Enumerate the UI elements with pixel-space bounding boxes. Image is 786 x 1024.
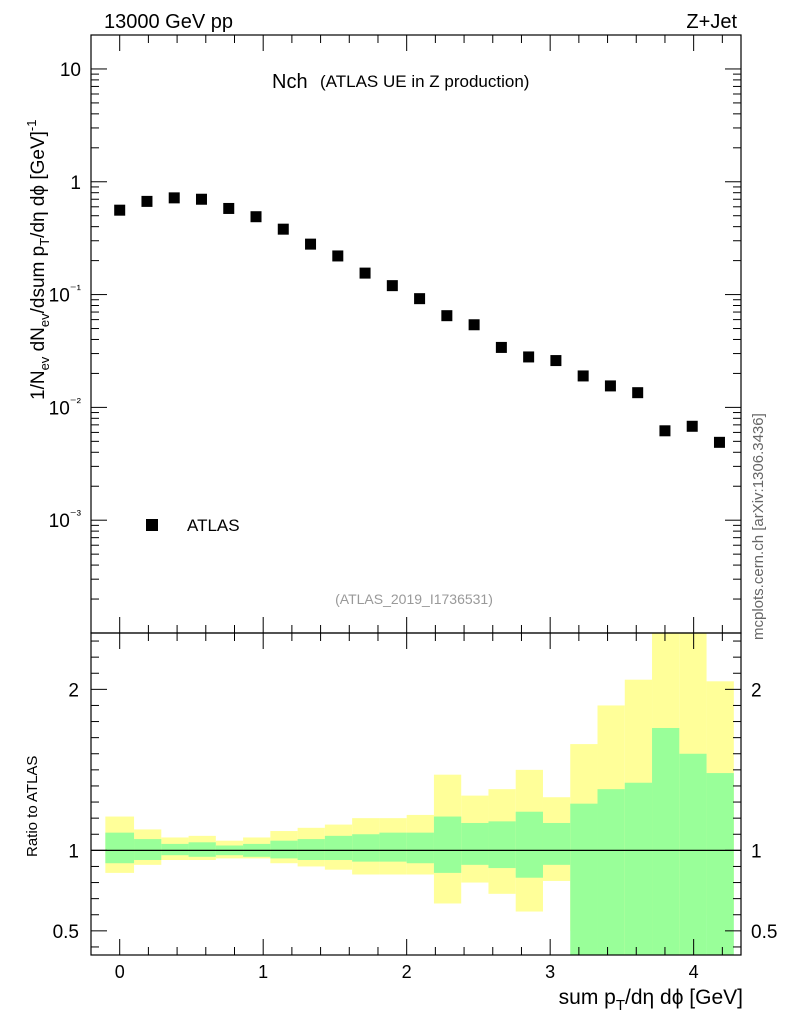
y-tick-label: 10⁻¹ <box>49 282 82 307</box>
x-tick-label: 3 <box>545 962 555 982</box>
y-tick-label: 10⁻² <box>49 394 82 419</box>
data-point-19 <box>632 387 644 399</box>
data-point-12 <box>441 310 453 322</box>
inner-band-bin-14 <box>488 821 516 869</box>
data-point-16 <box>550 355 562 367</box>
data-point-22 <box>713 436 725 448</box>
data-point-14 <box>495 341 507 353</box>
data-point-20 <box>659 425 671 437</box>
inner-band-bin-18 <box>597 789 625 955</box>
inner-band-bin-1 <box>134 839 162 861</box>
data-point-10 <box>386 280 398 292</box>
inner-band-bin-17 <box>570 803 598 955</box>
data-point-17 <box>577 370 589 382</box>
y-tick-label: 10⁻³ <box>49 507 82 532</box>
plot-subtitle: (ATLAS UE in Z production) <box>320 72 529 91</box>
y-tick-exponent: ⁻¹ <box>70 282 82 297</box>
x-tick-label: 4 <box>689 962 699 982</box>
analysis-id: (ATLAS_2019_I1736531) <box>335 591 493 607</box>
x-tick-label: 1 <box>258 962 268 982</box>
y-tick-exponent: ⁻² <box>70 394 82 409</box>
ratio-frame <box>90 632 742 956</box>
data-point-1 <box>141 195 153 207</box>
data-point-7 <box>305 238 317 250</box>
y-tick-label: 10 <box>60 60 81 81</box>
x-axis-label: sum pT/dη dϕ [GeV] <box>559 986 743 1014</box>
legend-marker-atlas <box>146 519 158 531</box>
ratio-y-tick-label-right: 2 <box>751 680 762 701</box>
y-tick-exponent: ⁻³ <box>70 507 82 522</box>
inner-band-bin-2 <box>161 843 189 856</box>
data-point-15 <box>523 351 535 363</box>
main-ylabel: 1/Nev dNev/dsum pT/dη dϕ [GeV]-1 <box>24 120 52 401</box>
inner-band-bin-7 <box>297 839 325 861</box>
process-label: Z+Jet <box>686 11 737 33</box>
side-label: mcplots.cern.ch [arXiv:1306.3436] <box>750 413 767 640</box>
y-tick-label: 1 <box>70 173 81 194</box>
data-point-4 <box>223 202 235 214</box>
data-point-3 <box>195 193 207 205</box>
data-point-2 <box>168 192 180 204</box>
data-point-0 <box>114 204 126 216</box>
x-tick-label: 2 <box>402 962 412 982</box>
inner-band-bin-3 <box>188 842 216 857</box>
energy-label: 13000 GeV pp <box>104 11 233 33</box>
data-point-21 <box>686 420 698 432</box>
inner-band-bin-12 <box>433 816 462 873</box>
x-tick-label: 0 <box>115 962 125 982</box>
ratio-ylabel: Ratio to ATLAS <box>24 756 41 857</box>
ratio-y-tick-label-right: 0.5 <box>751 922 777 943</box>
data-point-18 <box>604 380 616 392</box>
data-point-9 <box>359 267 371 279</box>
ratio-y-tick-label-right: 1 <box>751 841 762 862</box>
data-point-8 <box>332 250 344 262</box>
ratio-y-tick-label: 0.5 <box>53 922 79 943</box>
inner-band-bin-10 <box>379 832 407 862</box>
inner-band-bin-11 <box>406 832 434 864</box>
data-point-11 <box>414 293 426 305</box>
plot-title: Nch <box>272 71 308 93</box>
data-point-5 <box>250 211 262 223</box>
inner-band-bin-9 <box>352 834 380 862</box>
inner-band-bin-8 <box>324 835 353 861</box>
inner-band-bin-16 <box>542 822 571 865</box>
inner-band-bin-19 <box>624 782 653 955</box>
data-point-6 <box>277 223 289 235</box>
ratio-y-tick-label: 1 <box>68 841 79 862</box>
axes <box>90 34 742 956</box>
legend-label-atlas: ATLAS <box>187 516 240 535</box>
ratio-y-tick-label: 2 <box>68 680 79 701</box>
inner-band-bin-20 <box>652 727 680 955</box>
data-point-13 <box>468 319 480 331</box>
inner-band-bin-13 <box>461 822 489 865</box>
main-frame <box>90 34 742 634</box>
data-points <box>114 192 725 448</box>
inner-band-bin-6 <box>270 840 298 859</box>
ratio-bands <box>91 633 741 955</box>
inner-band-bin-22 <box>706 773 734 955</box>
inner-band-bin-15 <box>515 811 543 878</box>
inner-band-bin-21 <box>679 753 707 955</box>
inner-band-bin-0 <box>105 832 135 864</box>
